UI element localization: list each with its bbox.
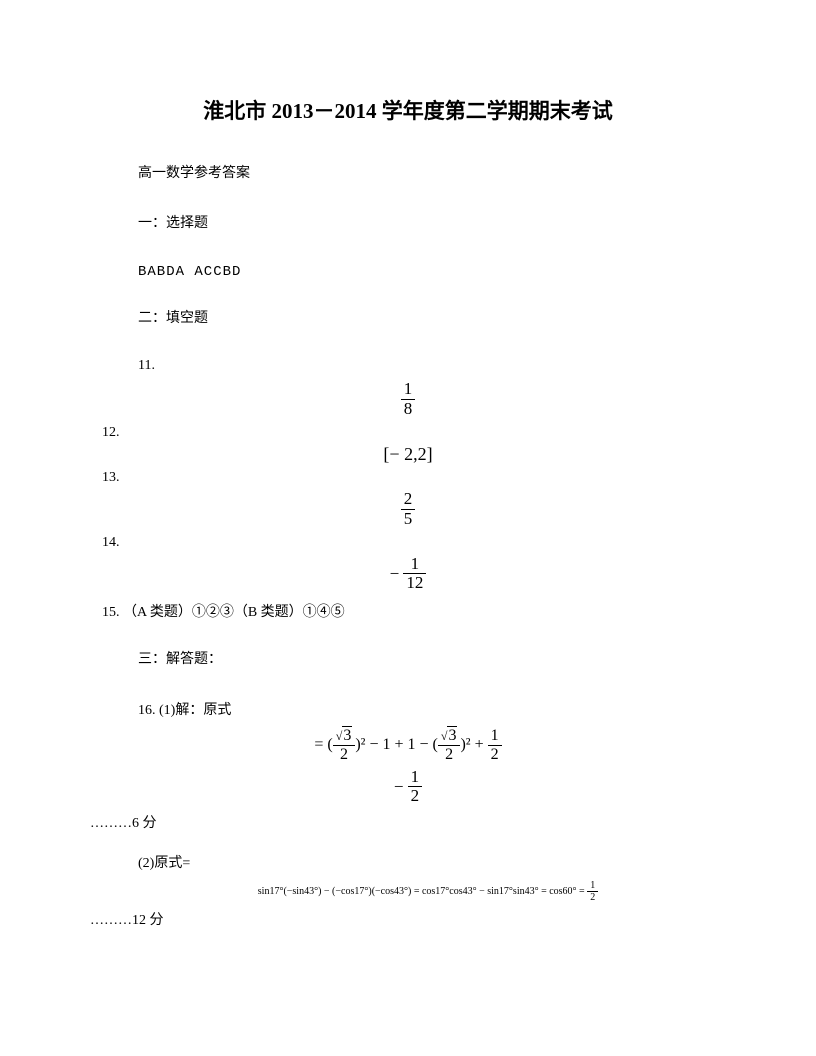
q14-sign: − bbox=[390, 564, 400, 583]
mc-answers: BABDA ACCBD bbox=[90, 264, 726, 280]
q13-answer: 2 5 bbox=[90, 490, 726, 528]
q11-num: 1 bbox=[401, 380, 416, 400]
eq-den1: 2 bbox=[333, 746, 356, 764]
q16-1-score: ………6 分 bbox=[90, 812, 726, 832]
q16-2-expr: sin17°(−sin43°) − (−cos17°)(−cos43°) = c… bbox=[90, 880, 726, 903]
eq-sqrt2: 3 bbox=[447, 726, 457, 744]
eq-sign: − bbox=[394, 777, 404, 796]
eq-sqrt1: 3 bbox=[342, 726, 352, 744]
eq-part: = ( bbox=[314, 736, 332, 753]
q11-answer: 1 8 bbox=[90, 380, 726, 418]
q13-label: 13. bbox=[90, 470, 726, 486]
q15-row: 15. （A 类题）①②③（B 类题）①④⑤ bbox=[90, 601, 726, 621]
q16-1-prefix: (1)解：原式 bbox=[159, 703, 231, 718]
q14-answer: − 1 12 bbox=[90, 555, 726, 593]
q14-label: 14. bbox=[90, 535, 726, 551]
eq-part: )² − 1 + 1 − ( bbox=[355, 736, 438, 753]
q16-1-eq-line2: − 1 2 bbox=[90, 768, 726, 806]
q13-num: 2 bbox=[401, 490, 416, 510]
q16-2-prefix: (2)原式= bbox=[90, 852, 726, 872]
q16-1-eq-line1: = ( √3 2 )² − 1 + 1 − ( √3 2 )² + 1 2 bbox=[90, 727, 726, 763]
q15-text: （A 类题）①②③（B 类题）①④⑤ bbox=[123, 605, 345, 620]
q15-label: 15. bbox=[102, 605, 120, 620]
page-title: 淮北市 2013－2014 学年度第二学期期末考试 bbox=[90, 95, 726, 125]
eq-l2-den: 2 bbox=[408, 787, 423, 806]
q11-den: 8 bbox=[401, 400, 416, 419]
section1-heading: 一：选择题 bbox=[90, 213, 726, 235]
q14-num: 1 bbox=[403, 555, 426, 575]
eq-half-num: 1 bbox=[488, 727, 502, 746]
q16-label: 16. bbox=[138, 703, 156, 718]
q16-1-row: 16. (1)解：原式 bbox=[90, 699, 726, 719]
q16-2-score: ………12 分 bbox=[90, 909, 726, 929]
q16-2-expr-text: sin17°(−sin43°) − (−cos17°)(−cos43°) = c… bbox=[258, 886, 587, 897]
section3-heading: 三：解答题： bbox=[90, 649, 726, 671]
eq-part: )² + bbox=[460, 736, 483, 753]
q12-label: 12. bbox=[90, 425, 726, 441]
subtitle: 高一数学参考答案 bbox=[90, 163, 726, 185]
eq-l2-num: 1 bbox=[408, 768, 423, 788]
q16-2-num: 1 bbox=[587, 880, 598, 892]
q16-2-den: 2 bbox=[587, 892, 598, 903]
eq-half-den: 2 bbox=[488, 746, 502, 764]
q12-answer: [− 2,2] bbox=[90, 445, 726, 465]
q14-den: 12 bbox=[403, 574, 426, 593]
q11-label: 11. bbox=[90, 358, 726, 374]
eq-den2: 2 bbox=[438, 746, 461, 764]
q13-den: 5 bbox=[401, 510, 416, 529]
section2-heading: 二：填空题 bbox=[90, 308, 726, 330]
